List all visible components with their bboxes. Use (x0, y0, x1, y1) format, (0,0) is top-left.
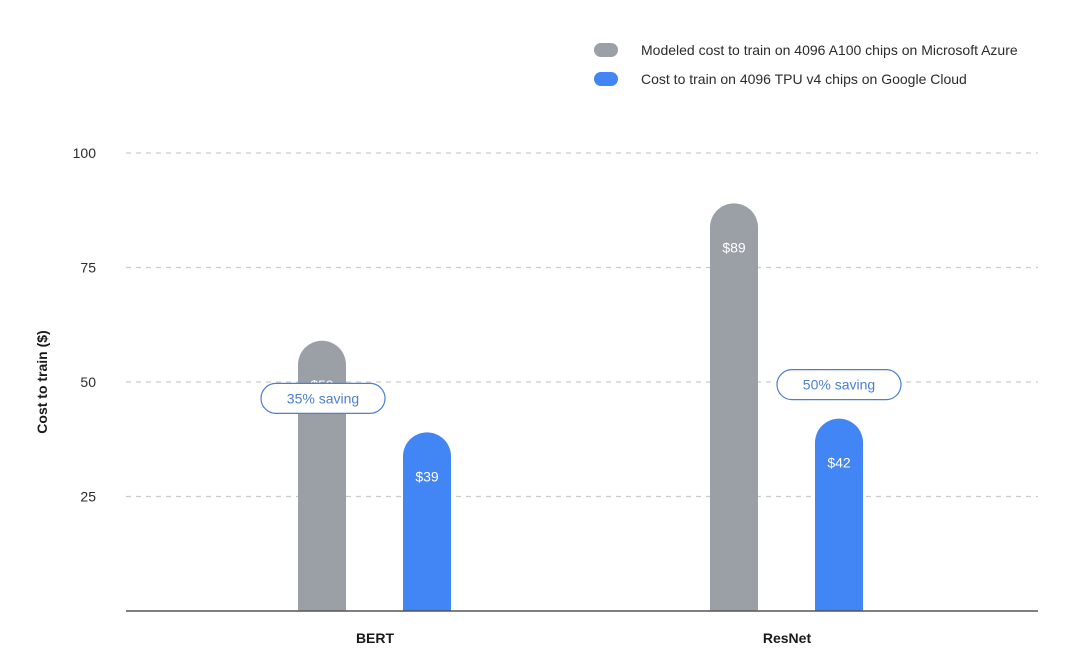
gridlines (126, 152, 1038, 498)
saving-label-resnet: 50% saving (803, 377, 875, 393)
bar-resnet-series-0 (710, 203, 758, 611)
bar-label-bert-series-1: $39 (415, 468, 439, 484)
saving-label-bert: 35% saving (287, 390, 359, 406)
y-tick-label-100: 100 (73, 145, 97, 161)
bar-bert-series-1 (403, 432, 451, 611)
category-label-bert: BERT (356, 630, 395, 646)
legend: Modeled cost to train on 4096 A100 chips… (594, 42, 1018, 87)
legend-label-a100: Modeled cost to train on 4096 A100 chips… (641, 42, 1018, 58)
y-tick-label-25: 25 (80, 489, 96, 505)
bar-label-resnet-series-0: $89 (722, 239, 746, 255)
bar-resnet-series-1 (815, 418, 863, 611)
category-label-resnet: ResNet (763, 630, 812, 646)
y-axis-title: Cost to train ($) (34, 330, 50, 433)
saving-pill-resnet (776, 369, 902, 401)
y-tick-labels: 25 50 75 100 (73, 145, 97, 505)
bar-label-resnet-series-1: $42 (827, 455, 851, 471)
saving-annotations: 35% saving 50% saving (260, 369, 902, 414)
y-tick-label-75: 75 (80, 260, 96, 276)
legend-swatch-tpu (594, 72, 618, 86)
legend-swatch-a100 (594, 43, 618, 57)
saving-pill-bert (260, 382, 386, 414)
legend-label-tpu: Cost to train on 4096 TPU v4 chips on Go… (641, 71, 967, 87)
category-labels: BERT ResNet (356, 630, 812, 646)
y-tick-label-50: 50 (80, 374, 96, 390)
